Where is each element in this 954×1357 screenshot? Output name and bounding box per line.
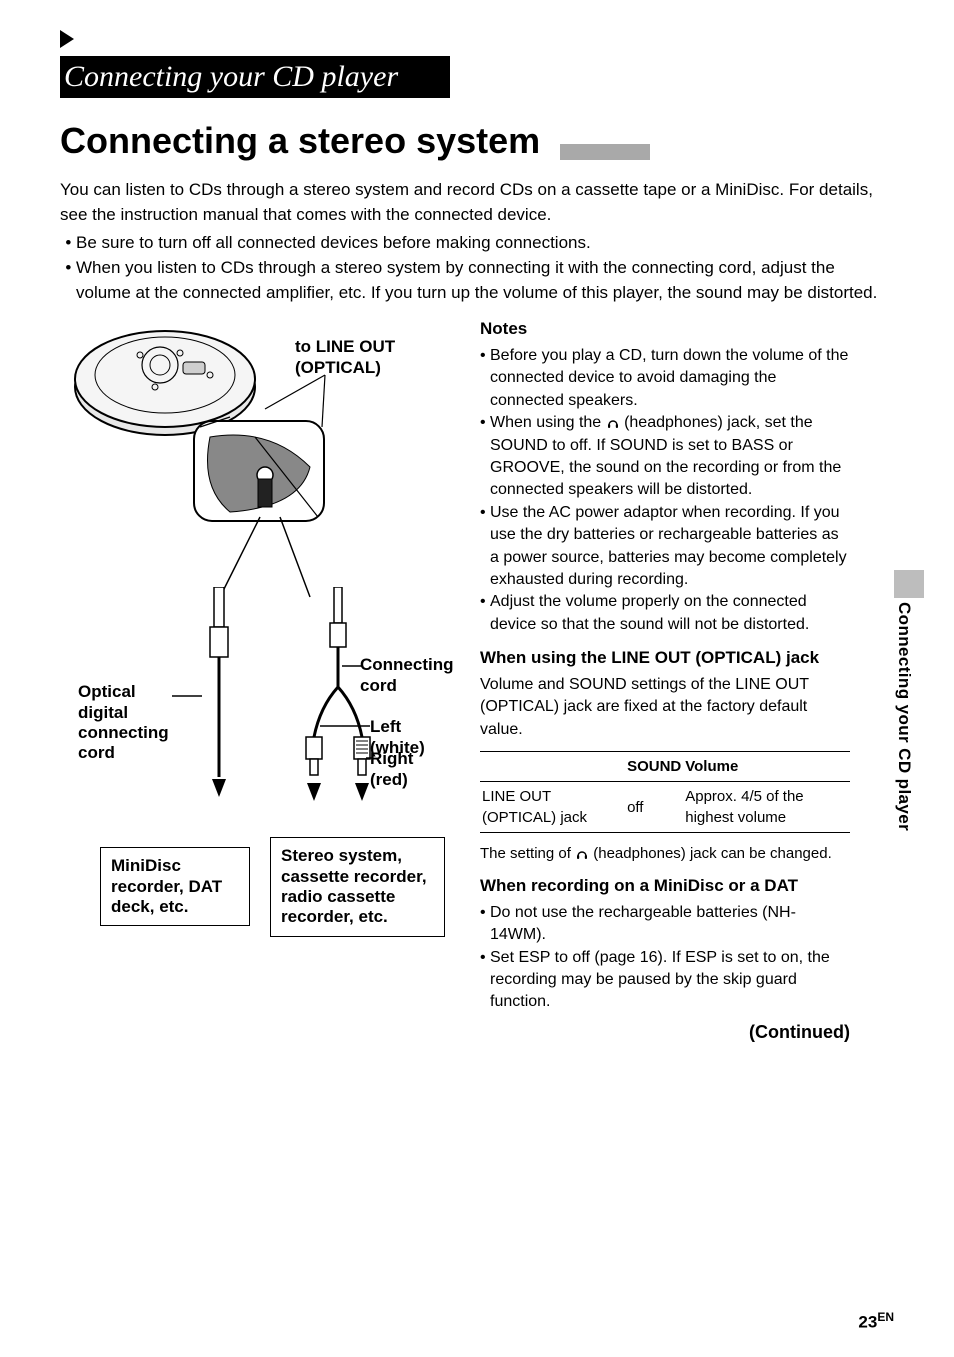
hp-jack-rest: (headphones) jack can be changed. — [593, 845, 832, 862]
record-bullet: Do not use the rechargeable batteries (N… — [490, 902, 850, 947]
td-jack: LINE OUT (OPTICAL) jack — [480, 782, 625, 833]
th-volume: Volume — [683, 752, 850, 782]
intro-bullet: Be sure to turn off all connected device… — [76, 231, 894, 256]
page-number: 23EN — [858, 1310, 894, 1333]
banner-gray-block — [560, 144, 650, 160]
optical-cord-label: Optical digital connecting cord — [78, 682, 178, 764]
hp-jack-note: The setting of (headphones) jack can be … — [480, 843, 850, 864]
optical-plug-illustration — [190, 587, 250, 807]
note-item: Before you play a CD, turn down the volu… — [490, 345, 850, 412]
box-stereo: Stereo system, cassette recorder, radio … — [270, 837, 445, 937]
side-tab: Connecting your CD player — [894, 570, 924, 831]
lineout-text: Volume and SOUND settings of the LINE OU… — [480, 674, 850, 741]
page-title: Connecting a stereo system — [60, 122, 540, 160]
play-icon — [60, 30, 74, 48]
banner-black: Connecting your CD player — [60, 56, 450, 98]
side-tab-label: Connecting your CD player — [894, 598, 914, 831]
hp-jack-prefix: The setting of — [480, 845, 575, 862]
td-vol: Approx. 4/5 of the highest volume — [683, 782, 850, 833]
continued-label: (Continued) — [480, 1020, 850, 1045]
intro-line1: You can listen to CDs through a stereo s… — [60, 178, 894, 227]
intro-bullet: When you listen to CDs through a stereo … — [76, 256, 894, 305]
th-sound: SOUND — [625, 752, 683, 782]
record-heading: When recording on a MiniDisc or a DAT — [480, 874, 850, 898]
banner-label: Connecting your CD player — [64, 60, 398, 94]
notes-heading: Notes — [480, 317, 850, 341]
title-row: Connecting a stereo system — [60, 118, 894, 160]
headphones-icon — [606, 416, 620, 430]
page-num: 23 — [858, 1313, 877, 1332]
note-item: When using the (headphones) jack, set th… — [490, 412, 850, 502]
connecting-cord-label: Connecting cord — [360, 655, 460, 696]
lineout-heading: When using the LINE OUT (OPTICAL) jack — [480, 646, 850, 670]
record-bullet: Set ESP to off (page 16). If ESP is set … — [490, 947, 850, 1014]
hp-note-prefix: When using the — [490, 414, 606, 431]
page-lang: EN — [877, 1310, 894, 1324]
side-tab-gray — [894, 570, 924, 598]
note-item: Adjust the volume properly on the connec… — [490, 591, 850, 636]
box-minidisc: MiniDisc recorder, DAT deck, etc. — [100, 847, 250, 926]
headphones-icon — [575, 847, 589, 861]
lineout-label: to LINE OUT (OPTICAL) — [295, 337, 435, 378]
section-banner: Connecting your CD player — [60, 56, 894, 98]
right-red-label: Right (red) — [370, 749, 440, 790]
settings-table: SOUND Volume LINE OUT (OPTICAL) jack off… — [480, 751, 850, 833]
th-blank — [480, 752, 625, 782]
td-sound: off — [625, 782, 683, 833]
intro-block: You can listen to CDs through a stereo s… — [60, 178, 894, 305]
connection-diagram: to LINE OUT (OPTICAL) — [60, 317, 440, 977]
note-item: Use the AC power adaptor when recording.… — [490, 502, 850, 592]
jack-closeup — [190, 417, 330, 537]
